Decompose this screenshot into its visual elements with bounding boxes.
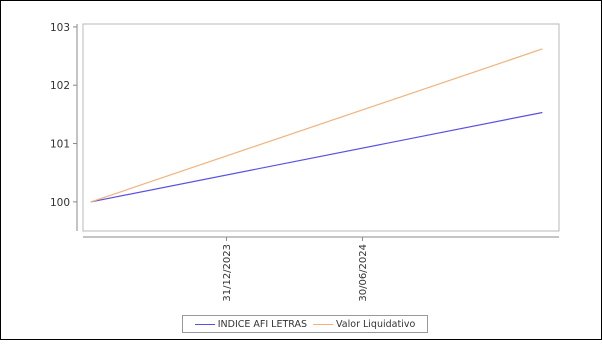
y-axis-ticks: 100 101 102 103	[50, 22, 77, 209]
y-tick-label-103: 103	[50, 22, 70, 34]
y-tick-label-101: 101	[50, 139, 70, 151]
legend-label-valor-liquidativo: Valor Liquidativo	[336, 318, 416, 330]
data-point-indice-afi-letras-1	[541, 112, 543, 114]
x-tick-label-31-12-2023: 31/12/2023	[222, 244, 233, 302]
legend-label-indice-afi-letras: INDICE AFI LETRAS	[217, 318, 308, 330]
plot-area	[82, 23, 560, 232]
series-line-valor-liquidativo	[91, 48, 542, 203]
legend-item-valor-liquidativo: Valor Liquidativo	[313, 319, 415, 330]
x-axis-ticks: 31/12/2023 30/06/2024	[222, 237, 369, 302]
x-tick-label-30-06-2024: 30/06/2024	[358, 244, 369, 302]
legend: INDICE AFI LETRAS Valor Liquidativo	[182, 315, 428, 333]
legend-swatch-indice-afi-letras	[194, 323, 215, 325]
series-line-indice-afi-letras	[91, 112, 542, 203]
y-tick-label-100: 100	[50, 197, 70, 209]
y-tick-label-102: 102	[50, 80, 70, 92]
legend-item-indice-afi-letras: INDICE AFI LETRAS	[194, 318, 308, 330]
series-lines	[90, 48, 543, 203]
data-point-valor-liquidativo-0	[90, 201, 92, 203]
line-chart: 100 101 102 103 31/12/2023 30/06/2024	[50, 22, 560, 302]
data-point-valor-liquidativo-1	[541, 48, 543, 50]
legend-swatch-valor-liquidativo	[313, 323, 334, 325]
